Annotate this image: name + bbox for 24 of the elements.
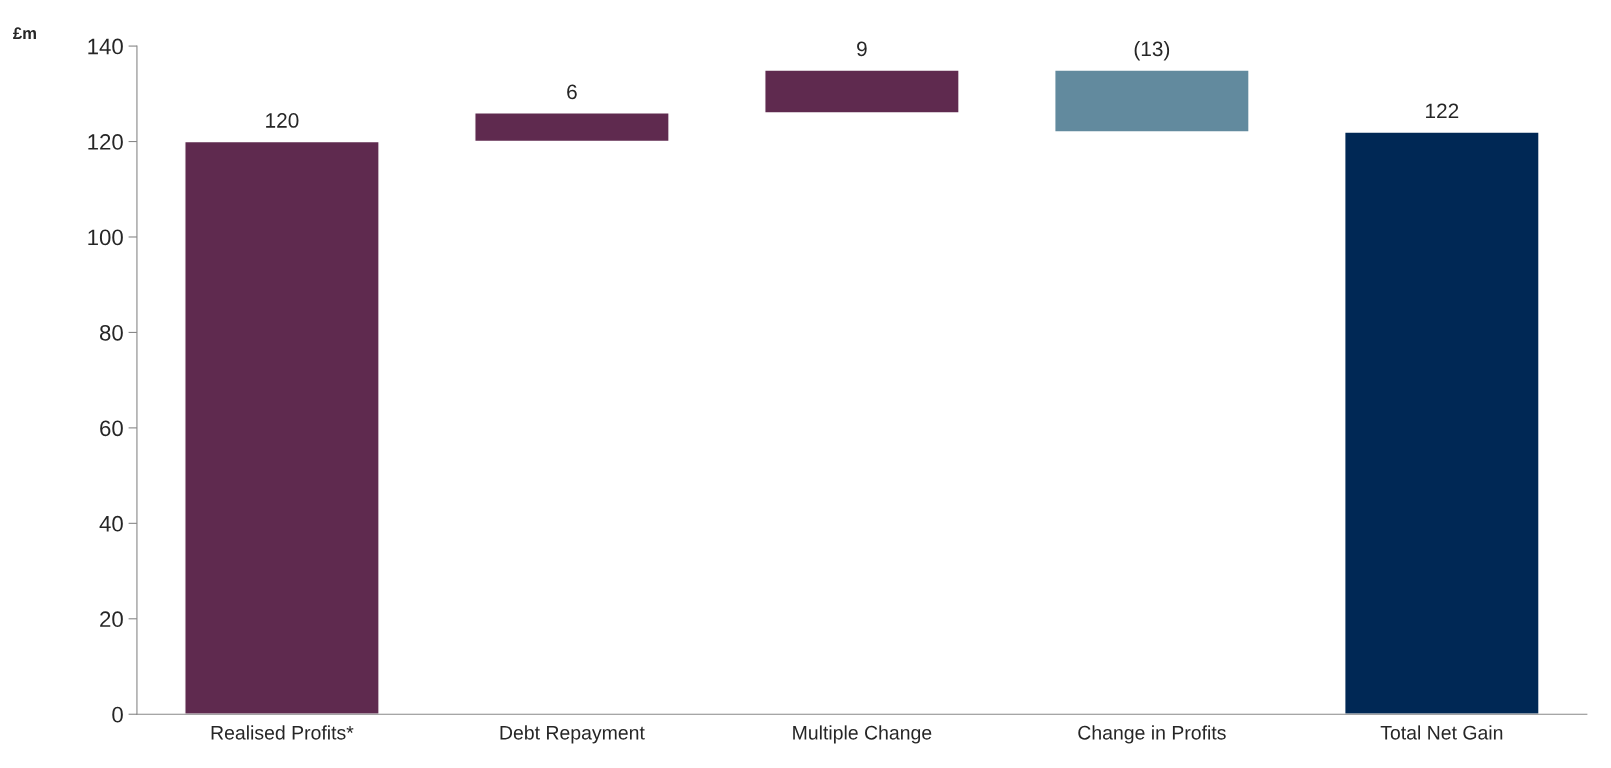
data-label: 122 [1426, 103, 1459, 119]
bar [184, 140, 380, 715]
x-tick-label: Total Net Gain [1380, 725, 1503, 740]
bar [1344, 131, 1540, 715]
y-tick-label: 40 [99, 515, 123, 532]
y-tick-label: 100 [88, 229, 123, 246]
data-label: 120 [266, 113, 299, 128]
y-tick-label: 0 [112, 706, 123, 723]
data-label: 9 [857, 41, 867, 57]
y-axis-title: £m [13, 27, 36, 39]
y-tick-label: 80 [99, 324, 123, 341]
x-tick-label: Debt Repayment [500, 725, 645, 744]
x-tick-label: Change in Profits [1078, 725, 1226, 744]
bar [764, 69, 960, 114]
y-tick-label: 60 [100, 420, 123, 437]
x-tick-label: Multiple Change [793, 725, 932, 744]
y-tick-label: 20 [100, 611, 123, 628]
data-label: (13) [1134, 40, 1170, 61]
y-tick-label: 120 [88, 134, 123, 150]
bar [1054, 69, 1250, 133]
y-tick-label: 140 [88, 38, 123, 55]
data-label: 6 [567, 84, 577, 100]
bar [474, 112, 670, 143]
x-tick-label: Realised Profits* [211, 725, 354, 740]
